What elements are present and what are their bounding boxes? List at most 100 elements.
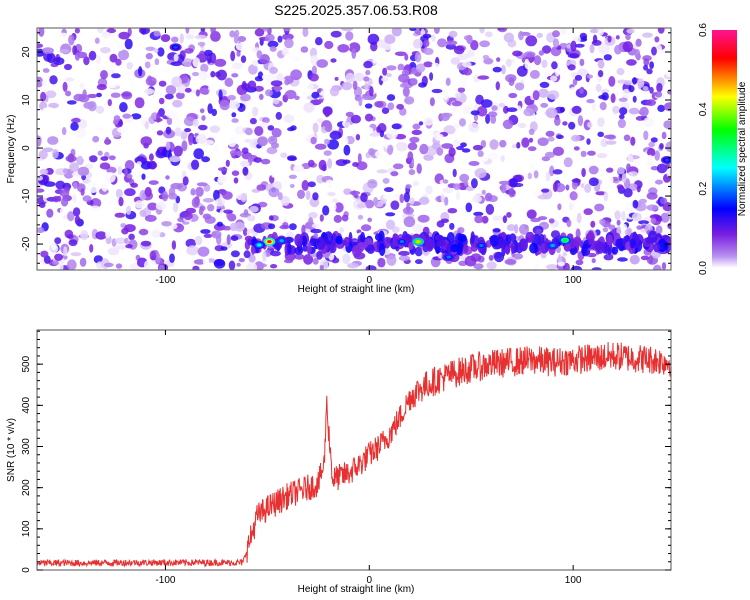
heat-blob [398,250,410,256]
heat-blob [334,202,344,213]
heat-blob [248,64,258,75]
heat-blob [191,159,200,170]
heat-blob [157,47,165,57]
heat-blob [597,70,604,78]
heat-blob [363,60,373,69]
heat-blob [661,262,667,270]
heat-blob [201,115,206,121]
x-tick-label: 100 [565,575,582,586]
heat-blob [462,61,472,68]
heat-blob [418,121,424,126]
heat-blob [164,93,174,100]
y-tick-label: 400 [21,397,32,414]
heat-blob [341,192,347,202]
heat-blob [144,260,150,270]
heat-blob [533,55,542,66]
heat-blob [549,165,555,177]
heat-blob [552,181,558,193]
heat-blob [642,85,649,92]
heat-blob [541,59,548,68]
heat-blob [151,229,161,238]
y-tick-label: 20 [21,46,32,58]
heatmap-ylabel: Frequency (Hz) [6,115,17,184]
heat-blob [81,174,86,181]
heat-blob [617,257,628,262]
heat-blob [100,70,108,80]
heat-blob [341,28,353,32]
heat-blob [254,85,264,92]
heat-blob [262,117,270,124]
heat-blob [576,212,582,224]
heat-blob [214,58,227,67]
heat-blob [155,253,161,264]
heat-blob [357,214,364,220]
heat-blob [499,223,505,233]
heat-blob [244,138,251,143]
heat-blob [197,246,210,257]
peak-core [550,244,555,248]
heat-blob [559,106,566,113]
heat-blob [619,107,628,116]
heat-blob [196,182,208,187]
heat-blob [587,121,593,128]
heat-blob [645,99,656,106]
band-blob [457,233,467,243]
heat-blob [165,110,178,119]
heat-blob [311,91,320,99]
heat-blob [281,179,292,186]
heat-blob [341,136,349,147]
band-blob [581,246,586,255]
heat-blob [96,92,102,98]
band-blob [563,243,572,252]
heat-blob [517,122,527,129]
heat-blob [392,163,404,170]
heat-blob [310,228,322,234]
heat-blob [264,33,275,43]
heat-blob [614,44,622,55]
heat-blob [266,147,278,155]
heat-blob [482,54,490,60]
heat-blob [555,67,560,77]
heat-blob [404,53,409,61]
heat-blob [568,202,574,211]
heat-blob [171,116,183,127]
heat-blob [54,253,63,261]
peak-core [173,45,178,49]
heat-blob [630,136,636,146]
heat-blob [316,59,329,68]
heat-blob [288,174,297,179]
peak-core [664,158,670,162]
heat-blob [307,181,316,188]
heat-blob [185,28,190,34]
heat-blob [608,76,616,87]
heat-blob [185,34,195,40]
heat-blob [237,36,247,42]
heat-blob [176,84,187,94]
heat-blob [63,246,68,257]
heat-blob [347,262,359,269]
heat-blob [436,147,444,156]
heat-blob [42,68,50,73]
heat-blob [386,254,397,266]
heat-blob [271,171,276,178]
heat-blob [265,89,273,97]
heat-blob [272,98,280,105]
heat-blob [433,28,440,34]
heat-blob [646,68,653,75]
heat-blob [230,250,240,258]
heat-blob [342,159,351,164]
heat-blob [74,28,80,34]
heat-blob [443,125,456,135]
heat-blob [319,264,324,270]
heat-blob [253,157,262,163]
heat-blob [634,159,640,168]
heat-blob [667,210,671,216]
heat-blob [267,40,279,48]
heat-blob [412,123,421,130]
heat-blob [211,230,222,239]
heat-blob [634,48,641,59]
heat-blob [276,72,284,83]
heat-blob [345,31,354,41]
heat-blob [233,177,239,184]
heat-blob [514,130,521,136]
